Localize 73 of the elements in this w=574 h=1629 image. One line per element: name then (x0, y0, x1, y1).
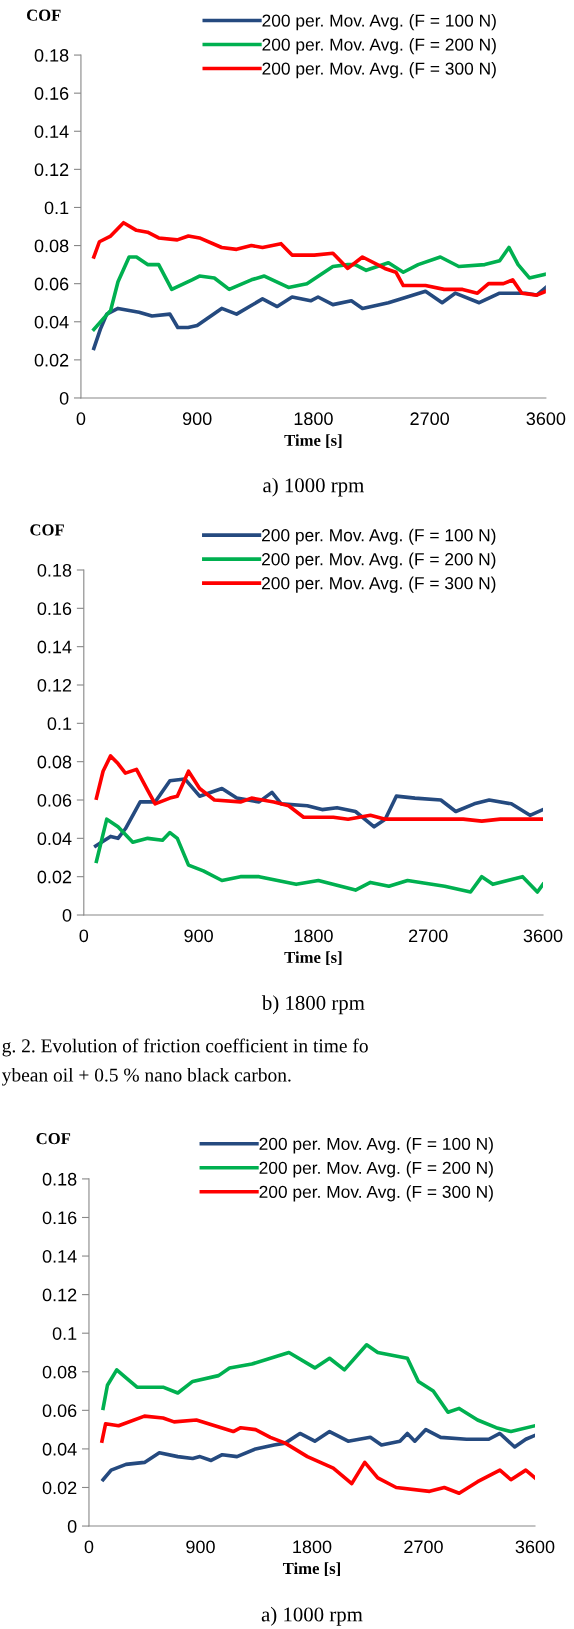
y-tick-label: 0.08 (37, 755, 72, 769)
y-tick-label: 0.1 (47, 717, 72, 731)
legend-label: 200 per. Mov. Avg. (F = 200 N) (259, 1161, 493, 1178)
y-tick-label: 0.04 (34, 315, 69, 329)
text: b) 1800 rpm (261, 995, 365, 1015)
legend-label: 200 per. Mov. Avg. (F = 200 N) (262, 552, 496, 569)
x-tick-label: 2700 (404, 1540, 443, 1554)
y-axis-title: COF (30, 524, 64, 536)
y-tick-label: 0.18 (37, 563, 72, 577)
y-tick-label: 0.06 (34, 277, 69, 291)
x-tick-label: 900 (184, 929, 213, 943)
line-series (101, 1342, 535, 1434)
y-tick-label: 0 (59, 391, 69, 405)
y-tick-label: 0 (67, 1519, 77, 1533)
y-tick-label: 0.02 (42, 1481, 77, 1495)
legend-label: 200 per. Mov. Avg. (F = 300 N) (262, 61, 496, 79)
x-axis-title: Time [s] (282, 1562, 340, 1577)
y-tick-label: 0.12 (34, 163, 69, 177)
text: ybean oil + 0.5 % nano black carbon. (1, 1067, 291, 1086)
y-tick-label: 0.08 (34, 239, 69, 253)
line-series (92, 245, 546, 332)
x-tick-label: 1800 (294, 929, 333, 943)
y-tick-label: 0.18 (42, 1172, 77, 1186)
y-tick-label: 0.16 (37, 602, 72, 616)
x-axis-title: Time [s] (284, 434, 342, 449)
line-series (94, 817, 543, 894)
y-tick-label: 0.18 (34, 48, 69, 62)
legend-label: 200 per. Mov. Avg. (F = 300 N) (259, 1185, 493, 1202)
x-tick-label: 3600 (526, 412, 566, 426)
line-series (101, 1427, 535, 1482)
y-tick-label: 0.16 (34, 87, 69, 100)
text: g. 2. Evolution of friction coefficient in time fo (2, 1038, 368, 1057)
x-tick-label: 1800 (294, 412, 333, 426)
y-axis-title: COF (26, 9, 61, 21)
legend-label: 200 per. Mov. Avg. (F = 100 N) (262, 14, 496, 31)
y-tick-label: 0.1 (44, 201, 69, 215)
line-series (94, 754, 543, 823)
y-tick-label: 0.12 (42, 1288, 77, 1302)
x-tick-label: 0 (76, 412, 86, 426)
y-tick-label: 0.06 (37, 793, 72, 807)
y-tick-label: 0.02 (34, 353, 69, 367)
line-series (92, 220, 546, 297)
legend-label: 200 per. Mov. Avg. (F = 300 N) (262, 576, 496, 593)
line-series (92, 285, 546, 351)
x-tick-label: 900 (186, 1540, 215, 1554)
y-tick-label: 0.16 (42, 1211, 77, 1225)
x-tick-label: 2700 (409, 929, 448, 943)
x-axis-title: Time [s] (284, 951, 342, 966)
x-tick-label: 3600 (515, 1540, 555, 1554)
x-tick-label: 3600 (523, 929, 563, 943)
line-series (100, 1414, 535, 1496)
legend-label: 200 per. Mov. Avg. (F = 100 N) (259, 1137, 493, 1154)
text: a) 1000 rpm (261, 1606, 363, 1626)
y-tick-label: 0.1 (52, 1327, 77, 1340)
y-tick-label: 0.14 (42, 1249, 77, 1263)
y-tick-label: 0.14 (34, 125, 69, 138)
y-tick-label: 0.12 (37, 678, 72, 692)
x-tick-label: 900 (182, 412, 212, 426)
x-tick-label: 0 (79, 929, 89, 943)
x-tick-label: 0 (84, 1540, 94, 1554)
legend-label: 200 per. Mov. Avg. (F = 200 N) (262, 37, 496, 55)
x-tick-label: 2700 (410, 412, 450, 426)
y-tick-label: 0.06 (42, 1404, 77, 1418)
y-axis-title: COF (36, 1133, 71, 1145)
text: a) 1000 rpm (263, 477, 364, 497)
y-tick-label: 0.14 (37, 640, 72, 654)
legend-label: 200 per. Mov. Avg. (F = 100 N) (262, 528, 496, 545)
y-tick-label: 0.04 (42, 1442, 77, 1456)
x-tick-label: 1800 (293, 1540, 332, 1554)
y-tick-label: 0.02 (37, 870, 72, 884)
y-tick-label: 0 (62, 908, 72, 922)
y-tick-label: 0.08 (42, 1365, 77, 1379)
y-tick-label: 0.04 (37, 832, 72, 846)
